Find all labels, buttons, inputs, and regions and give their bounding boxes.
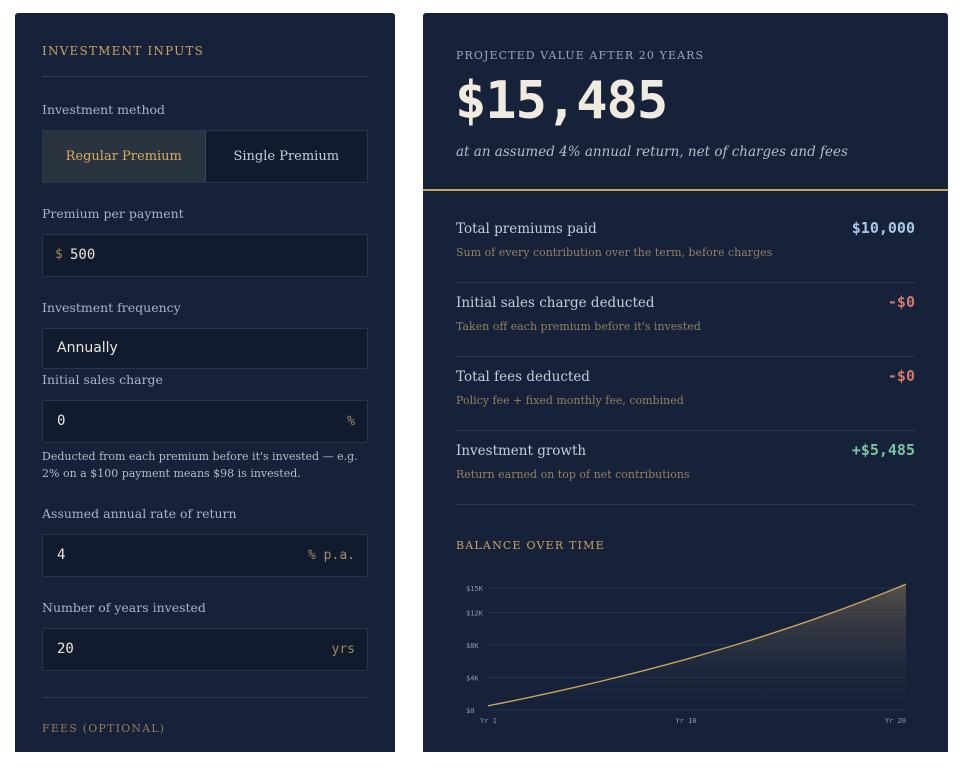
x-tick-label: Yr 10: [675, 717, 696, 725]
sales-charge-help: Deducted from each premium before it's i…: [42, 450, 358, 480]
fees-section-title[interactable]: FEES (OPTIONAL): [42, 722, 166, 735]
row-title: Total fees deducted: [456, 369, 590, 385]
inputs-section-title: INVESTMENT INPUTS: [42, 44, 205, 58]
breakdown-row: Total premiums paid Sum of every contrib…: [456, 209, 915, 283]
divider: [42, 76, 368, 77]
accent-divider: [423, 189, 948, 191]
regular-premium-option[interactable]: Regular Premium: [43, 131, 206, 182]
balance-line: [487, 583, 907, 707]
row-description: Taken off each premium before it's inves…: [456, 320, 701, 333]
results-panel: PROJECTED VALUE AFTER 20 YEARS $15,485 a…: [423, 13, 948, 752]
projected-value-label: PROJECTED VALUE AFTER 20 YEARS: [456, 49, 705, 62]
rate-label: Assumed annual rate of return: [42, 506, 237, 521]
row-value: +$5,485: [851, 441, 915, 459]
row-description: Sum of every contribution over the term,…: [456, 246, 773, 259]
y-tick-label: $15K: [466, 585, 484, 593]
row-description: Return earned on top of net contribution…: [456, 468, 690, 481]
single-premium-option[interactable]: Single Premium: [233, 149, 340, 164]
breakdown-row: Total fees deducted Policy fee + fixed m…: [456, 357, 915, 431]
chart-title: BALANCE OVER TIME: [456, 539, 605, 552]
divider: [42, 697, 368, 698]
currency-prefix: $: [55, 247, 63, 262]
breakdown-row: Initial sales charge deducted Taken off …: [456, 283, 915, 357]
rate-input[interactable]: 4 % p.a.: [42, 534, 368, 577]
premium-label: Premium per payment: [42, 206, 184, 221]
sales-charge-input[interactable]: 0 %: [42, 400, 368, 443]
years-label: Number of years invested: [42, 600, 206, 615]
y-tick-label: $12K: [466, 610, 484, 618]
y-tick-label: $4K: [466, 675, 479, 683]
row-value: -$0: [887, 293, 915, 311]
years-value: 20: [57, 641, 74, 657]
investment-inputs-panel: INVESTMENT INPUTS Investment method Regu…: [15, 13, 395, 752]
x-tick-label: Yr 1: [480, 717, 497, 725]
frequency-label: Investment frequency: [42, 300, 181, 315]
projected-value: $15,485: [455, 71, 668, 131]
sales-charge-label: Initial sales charge: [42, 372, 163, 387]
years-input[interactable]: 20 yrs: [42, 628, 368, 671]
x-tick-label: Yr 20: [885, 717, 906, 725]
row-title: Total premiums paid: [456, 221, 597, 237]
investment-method-toggle: Regular Premium Single Premium: [42, 130, 368, 183]
y-tick-label: $0: [466, 707, 474, 715]
breakdown-row: Investment growth Return earned on top o…: [456, 431, 915, 505]
method-label: Investment method: [42, 102, 166, 117]
frequency-select[interactable]: Annually: [42, 328, 368, 369]
frequency-value: Annually: [57, 340, 118, 356]
premium-value: 500: [70, 247, 96, 263]
rate-value: 4: [57, 547, 66, 563]
row-title: Initial sales charge deducted: [456, 295, 655, 311]
percent-suffix: %: [347, 414, 355, 429]
row-value: -$0: [887, 367, 915, 385]
projected-value-subtitle: at an assumed 4% annual return, net of c…: [456, 144, 848, 160]
premium-input[interactable]: $ 500: [42, 234, 368, 277]
sales-charge-value: 0: [57, 413, 66, 429]
rate-suffix: % p.a.: [308, 548, 355, 563]
row-title: Investment growth: [456, 443, 587, 459]
row-value: $10,000: [851, 219, 915, 237]
y-tick-label: $8K: [466, 642, 479, 650]
balance-area: [488, 584, 906, 710]
row-description: Policy fee + fixed monthly fee, combined: [456, 394, 684, 407]
years-suffix: yrs: [331, 642, 355, 657]
balance-chart: $0 $4K $8K $12K $15K Yr 1 Yr 10 Yr 20: [466, 583, 907, 725]
